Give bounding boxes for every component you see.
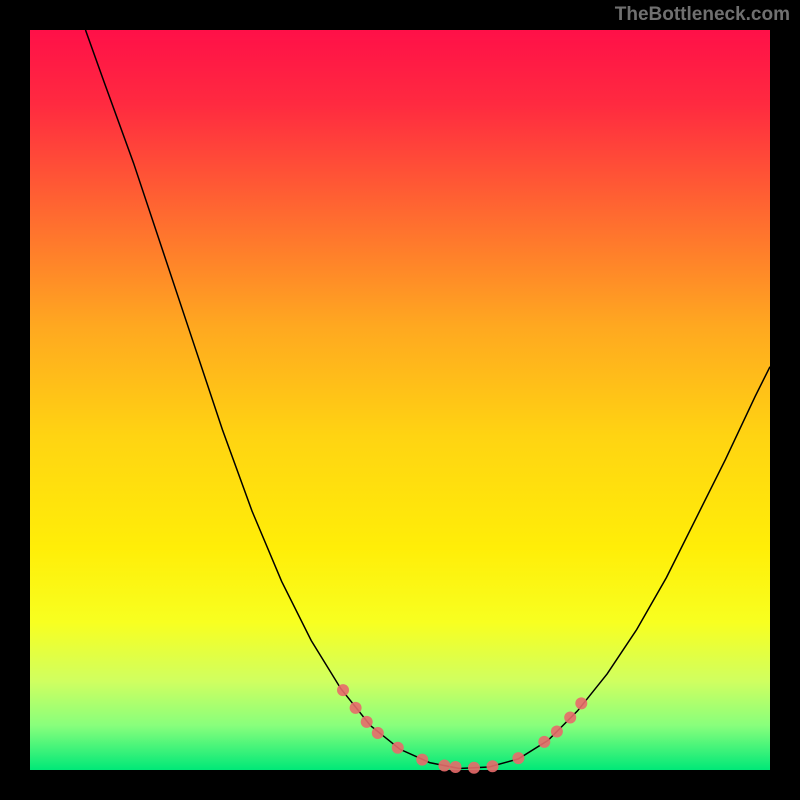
- marker-group: [337, 684, 587, 774]
- watermark-text: TheBottleneck.com: [615, 4, 790, 26]
- data-marker: [575, 697, 587, 709]
- data-marker: [392, 742, 404, 754]
- bottleneck-curve: [86, 30, 771, 769]
- chart-svg-layer: [30, 30, 770, 770]
- data-marker: [468, 762, 480, 774]
- data-marker: [337, 684, 349, 696]
- data-marker: [564, 711, 576, 723]
- data-marker: [551, 726, 563, 738]
- data-marker: [512, 752, 524, 764]
- data-marker: [372, 727, 384, 739]
- chart-plot-area: [30, 30, 770, 770]
- data-marker: [438, 760, 450, 772]
- data-marker: [538, 736, 550, 748]
- data-marker: [416, 754, 428, 766]
- data-marker: [487, 760, 499, 772]
- data-marker: [450, 761, 462, 773]
- data-marker: [350, 702, 362, 714]
- data-marker: [361, 716, 373, 728]
